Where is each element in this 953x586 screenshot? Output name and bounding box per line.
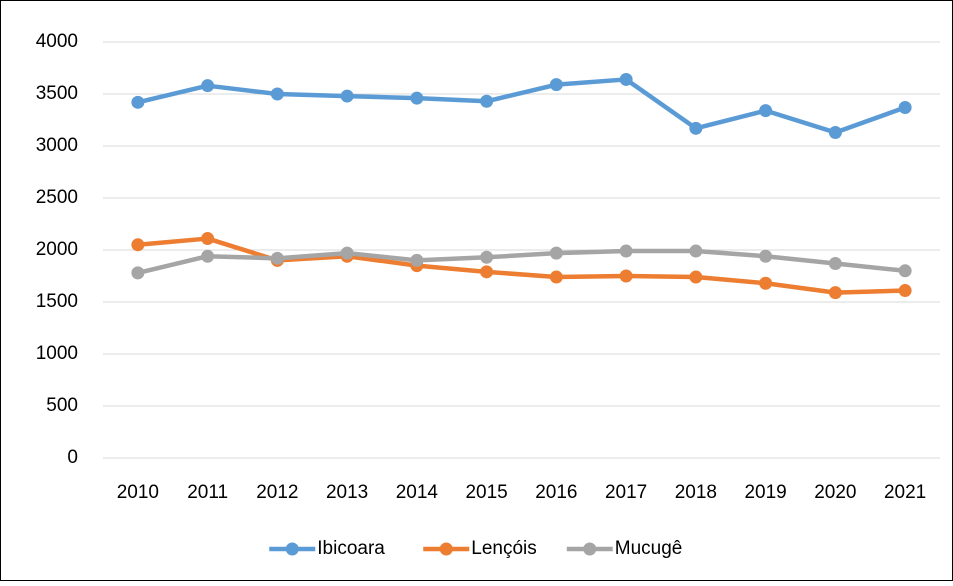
data-point — [828, 257, 842, 271]
x-tick-label: 2014 — [396, 482, 439, 503]
y-tick-label: 500 — [46, 395, 78, 416]
data-point — [759, 276, 773, 290]
x-tick-label: 2012 — [256, 482, 298, 503]
data-point — [689, 244, 703, 258]
y-tick-label: 2000 — [36, 239, 78, 260]
data-point — [619, 269, 633, 283]
legend-label: Mucugê — [615, 538, 683, 559]
x-tick-label: 2011 — [187, 482, 228, 503]
y-tick-label: 2500 — [36, 187, 78, 208]
data-point — [480, 94, 494, 108]
series-line — [137, 248, 906, 276]
data-point — [549, 270, 563, 284]
data-point — [828, 286, 842, 300]
x-tick-label: 2018 — [675, 482, 717, 503]
x-tick-label: 2015 — [465, 482, 507, 503]
y-tick-label: 3000 — [36, 135, 78, 156]
x-tick-label: 2019 — [744, 482, 786, 503]
y-tick-label: 3500 — [36, 83, 78, 104]
data-point — [270, 251, 284, 265]
data-point — [759, 249, 773, 263]
data-point — [131, 95, 145, 109]
data-point — [828, 125, 842, 139]
x-tick-label: 2010 — [117, 482, 159, 503]
x-tick-label: 2013 — [326, 482, 368, 503]
x-tick-label: 2017 — [605, 482, 647, 503]
data-point — [619, 72, 633, 86]
data-point — [898, 101, 912, 115]
data-point — [759, 104, 773, 118]
y-tick-label: 4000 — [36, 31, 78, 52]
data-point — [131, 238, 145, 252]
data-point — [549, 78, 563, 92]
legend-label: Lençóis — [471, 538, 537, 559]
legend-marker — [439, 542, 453, 556]
data-point — [410, 253, 424, 267]
x-tick-label: 2020 — [814, 482, 856, 503]
data-point — [898, 284, 912, 298]
data-point — [340, 89, 354, 103]
y-tick-label: 0 — [67, 447, 78, 468]
data-point — [898, 264, 912, 278]
x-tick-label: 2021 — [884, 482, 926, 503]
data-point — [131, 266, 145, 280]
data-point — [201, 79, 215, 93]
data-point — [689, 121, 703, 135]
data-point — [201, 249, 215, 263]
legend-marker — [285, 542, 299, 556]
legend-label: Ibicoara — [317, 538, 385, 559]
x-tick-label: 2016 — [535, 482, 577, 503]
data-point — [480, 265, 494, 279]
legend-marker — [583, 542, 597, 556]
data-point — [549, 246, 563, 260]
data-point — [340, 246, 354, 260]
series-line — [137, 77, 906, 135]
data-point — [689, 270, 703, 284]
y-tick-label: 1500 — [36, 291, 78, 312]
data-point — [410, 91, 424, 105]
data-point — [270, 87, 284, 101]
data-point — [201, 232, 215, 246]
y-tick-label: 1000 — [36, 343, 78, 364]
data-point — [619, 244, 633, 258]
data-point — [480, 250, 494, 264]
